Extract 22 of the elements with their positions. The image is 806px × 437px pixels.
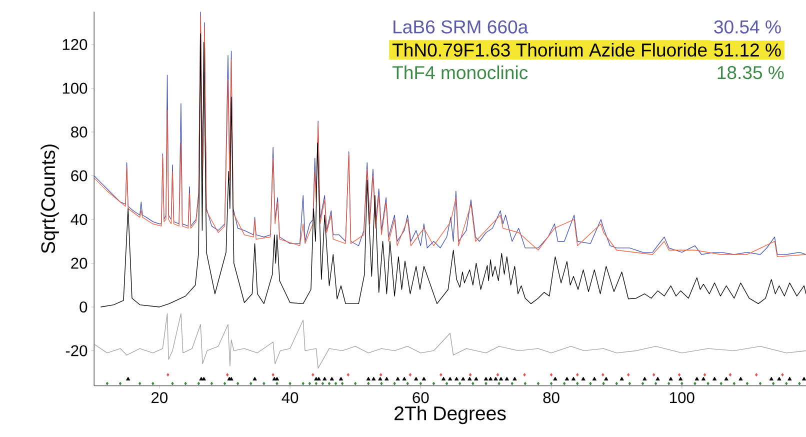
annotation: ThN0.79F1.63 Thorium Azide Fluoride xyxy=(392,42,707,56)
x-axis-title: 2Th Degrees xyxy=(394,406,506,424)
y-tick-label: 40 xyxy=(70,214,88,225)
line-series xyxy=(94,312,806,368)
annotation: 51.12 % xyxy=(714,43,781,56)
y-axis-title: Sqrt(Counts) xyxy=(40,144,59,253)
annotation: 30.54 % xyxy=(714,20,781,34)
annotation: 18.35 % xyxy=(718,66,784,79)
y-tick-label: 80 xyxy=(71,126,88,138)
y-tick-label: 20 xyxy=(71,257,88,269)
y-tick-label: 120 xyxy=(62,38,88,50)
y-tick-label: 0 xyxy=(80,301,88,312)
annotation: ThF4 monoclinic xyxy=(392,65,528,79)
y-tick-label: 60 xyxy=(71,170,88,182)
x-tick-label: 80 xyxy=(543,392,560,403)
x-tick-label: 60 xyxy=(412,392,429,403)
y-tick-label: 100 xyxy=(62,82,88,94)
y-tick-label: -20 xyxy=(66,344,88,356)
x-tick-label: 40 xyxy=(282,392,298,403)
x-tick-label: 20 xyxy=(152,392,168,403)
x-tick-label: 100 xyxy=(670,392,694,403)
annotation: LaB6 SRM 660a xyxy=(394,20,528,34)
